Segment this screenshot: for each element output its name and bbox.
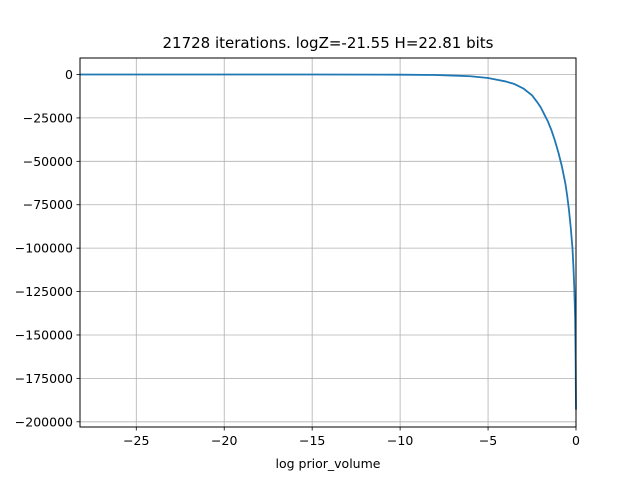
x-tick-label: −5 xyxy=(479,433,497,448)
y-tick-label: −100000 xyxy=(15,241,73,256)
x-axis-label: log prior_volume xyxy=(276,456,381,471)
y-tick-label: −75000 xyxy=(23,197,73,212)
y-tick-label: −200000 xyxy=(15,414,73,429)
y-tick-label: −125000 xyxy=(15,284,73,299)
x-tick-label: −20 xyxy=(211,433,237,448)
y-tick-label: −150000 xyxy=(15,327,73,342)
ticks: −25 −20 −15 −10 −5 0 0 −25000 −50000 −75000 −10000… xyxy=(15,67,580,448)
y-tick-label: −50000 xyxy=(23,154,73,169)
x-tick-label: −25 xyxy=(123,433,149,448)
series-layer xyxy=(80,73,577,410)
x-tick-label: −15 xyxy=(299,433,325,448)
x-tick-label: 0 xyxy=(572,433,580,448)
y-tick-label: −25000 xyxy=(23,110,73,125)
y-tick-label: 0 xyxy=(65,67,73,82)
grid xyxy=(80,58,577,427)
x-tick-label: −10 xyxy=(387,433,413,448)
plot-frame xyxy=(79,57,577,428)
chart-title: 21728 iterations. logZ=-21.55 H=22.81 bi… xyxy=(163,34,494,52)
series-line xyxy=(80,73,577,410)
y-tick-label: −175000 xyxy=(15,371,73,386)
